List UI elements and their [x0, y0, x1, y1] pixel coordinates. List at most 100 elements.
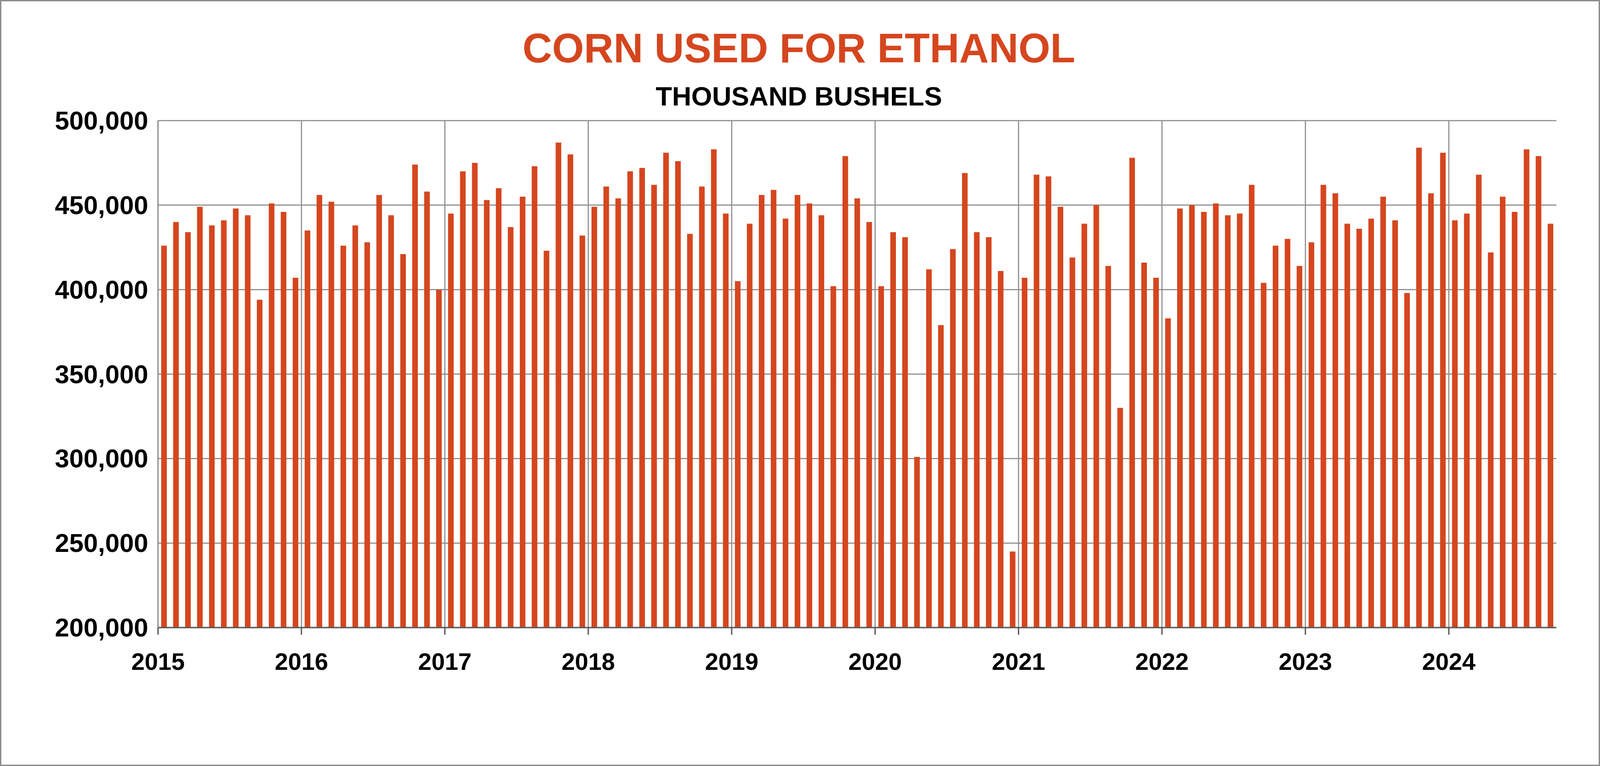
bar	[221, 220, 227, 628]
bar	[878, 286, 885, 628]
x-tick-label: 2021	[991, 648, 1046, 675]
x-tick	[874, 627, 876, 635]
x-tick	[1448, 627, 1450, 635]
bar	[962, 173, 969, 628]
x-tick	[444, 627, 446, 635]
bar	[770, 190, 777, 628]
bar	[1177, 208, 1183, 628]
grid	[157, 120, 1557, 628]
bar	[1440, 152, 1447, 628]
y-tick-label: 350,000	[54, 359, 149, 389]
x-grid-line	[587, 120, 590, 628]
bar	[603, 186, 610, 628]
x-tick-label: 2023	[1278, 648, 1333, 675]
bar	[1260, 282, 1267, 628]
y-tick-label: 450,000	[54, 190, 149, 220]
bar	[340, 245, 347, 628]
x-grid-line	[1448, 120, 1450, 628]
bar	[1117, 407, 1124, 628]
x-tick-label: 2024	[1421, 648, 1476, 675]
bar	[591, 206, 598, 628]
bar	[1021, 277, 1028, 628]
bar	[1452, 220, 1459, 628]
bar	[412, 164, 418, 628]
bar	[579, 235, 586, 628]
bar	[1344, 223, 1351, 628]
bar	[973, 232, 980, 628]
bar	[1511, 211, 1518, 628]
bar	[651, 184, 657, 628]
bar	[448, 213, 454, 628]
x-tick	[587, 627, 589, 635]
bar	[950, 249, 956, 628]
bar	[567, 154, 574, 628]
x-tick	[157, 627, 159, 635]
bar	[1045, 176, 1052, 628]
bar	[173, 222, 179, 628]
bar	[639, 167, 645, 628]
bar	[914, 457, 920, 628]
bar	[316, 194, 323, 628]
bar	[687, 233, 693, 628]
bar	[352, 225, 359, 628]
bar	[1463, 213, 1470, 628]
bar	[1201, 211, 1208, 628]
x-grid-line	[1304, 120, 1307, 628]
bar	[1475, 174, 1482, 628]
bar	[1081, 223, 1088, 628]
x-tick-label: 2022	[1135, 648, 1189, 675]
title: CORN USED FOR ETHANOL	[522, 25, 1076, 71]
bar	[232, 208, 239, 628]
bar	[1284, 238, 1291, 628]
bar	[830, 286, 837, 628]
x-grid-line	[444, 120, 446, 628]
bar	[531, 166, 538, 628]
bar	[1105, 266, 1112, 628]
chart: CORN USED FOR ETHANOLTHOUSAND BUSHELS200…	[0, 0, 1600, 766]
bar	[890, 232, 896, 628]
bar	[388, 215, 394, 628]
bar	[902, 237, 908, 628]
bar	[722, 213, 729, 628]
y-tick-label: 400,000	[54, 275, 149, 304]
x-tick-label: 2020	[848, 648, 902, 675]
bar	[1487, 252, 1494, 628]
x-tick-label: 2019	[704, 648, 759, 675]
bar	[794, 194, 801, 628]
bar	[1033, 174, 1040, 628]
bar	[1404, 292, 1410, 628]
bar	[280, 211, 287, 628]
bar	[1165, 318, 1171, 628]
bar	[1069, 257, 1076, 628]
y-tick-label: 300,000	[54, 443, 149, 473]
bar	[268, 203, 275, 628]
bar	[1224, 215, 1231, 628]
bar	[161, 245, 167, 628]
bar	[197, 206, 203, 628]
bar	[1428, 193, 1434, 628]
bar	[627, 171, 634, 628]
bar	[711, 149, 717, 628]
bar	[1141, 262, 1147, 628]
chart-border	[0, 0, 1600, 766]
y-tick-label: 500,000	[54, 105, 149, 135]
bar	[938, 324, 944, 628]
bar	[1248, 184, 1255, 628]
bar	[424, 191, 430, 628]
bar	[1547, 223, 1554, 628]
bar	[1523, 149, 1530, 628]
bar	[1320, 184, 1327, 628]
bar	[1272, 245, 1279, 628]
bar	[926, 269, 932, 628]
x-tick	[1017, 627, 1020, 635]
bar	[209, 225, 215, 628]
bar	[244, 215, 251, 628]
bar	[1093, 205, 1100, 628]
bar	[997, 271, 1004, 628]
x-grid-line	[1161, 120, 1163, 628]
bar	[1499, 196, 1506, 628]
bar	[675, 161, 681, 628]
bar	[985, 237, 992, 628]
y-tick-label: 200,000	[54, 612, 149, 642]
bar	[460, 171, 466, 628]
